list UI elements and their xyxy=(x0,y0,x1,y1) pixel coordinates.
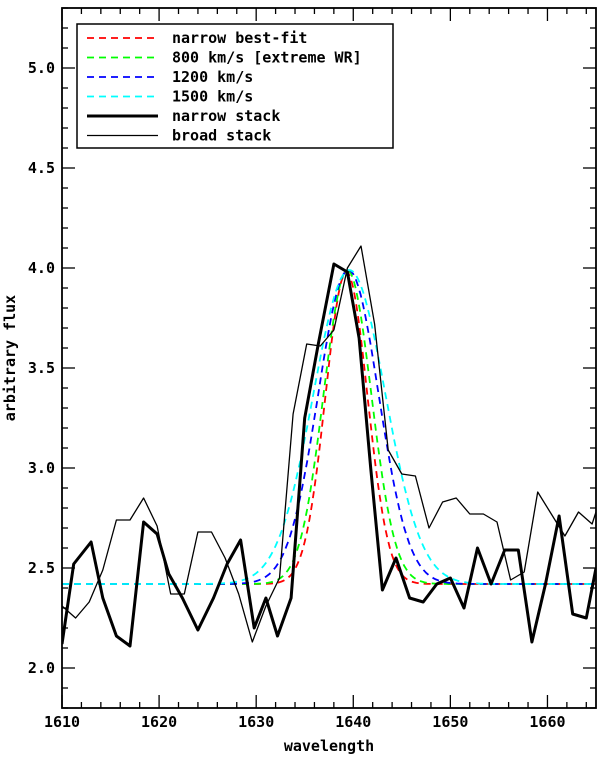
tick-labels: 1610 1620 1630 1640 1650 1660 2.0 2.5 3.0 3.5 4.0 4… xyxy=(28,59,566,731)
series-broad-stack xyxy=(62,245,596,643)
x-tick-label: 1650 xyxy=(432,713,468,731)
legend-label: 1200 km/s xyxy=(172,68,253,86)
legend-label: narrow best-fit xyxy=(172,29,307,47)
legend-label: narrow stack xyxy=(172,107,280,125)
x-tick-label: 1620 xyxy=(141,713,177,731)
axis-ticks xyxy=(61,7,596,709)
y-tick-label: 5.0 xyxy=(28,59,55,77)
legend-box xyxy=(76,23,394,149)
y-tick-label: 4.0 xyxy=(28,259,55,277)
y-tick-label: 3.5 xyxy=(28,359,55,377)
y-tick-label: 2.5 xyxy=(28,559,55,577)
legend-label: 1500 km/s xyxy=(172,88,253,106)
series-narrow-stack xyxy=(62,262,596,648)
x-tick-label: 1610 xyxy=(44,713,80,731)
series-layer xyxy=(62,245,596,648)
legend-label: broad stack xyxy=(172,127,271,145)
y-tick-label: 4.5 xyxy=(28,159,55,177)
x-tick-label: 1630 xyxy=(238,713,274,731)
y-tick-label: 3.0 xyxy=(28,459,55,477)
legend: narrow best-fit 800 km/s [extreme WR]1200… xyxy=(76,23,394,149)
legend-entries: narrow best-fit 800 km/s [extreme WR]1200… xyxy=(87,29,362,145)
y-axis-label: arbitrary flux xyxy=(1,295,19,421)
x-tick-label: 1640 xyxy=(335,713,371,731)
y-tick-label: 2.0 xyxy=(28,659,55,677)
plot-frame xyxy=(61,7,597,709)
series-1500-km-s xyxy=(62,269,596,585)
legend-label: 800 km/s [extreme WR] xyxy=(172,49,362,67)
x-tick-label: 1660 xyxy=(529,713,565,731)
x-axis-label: wavelength xyxy=(284,737,374,755)
